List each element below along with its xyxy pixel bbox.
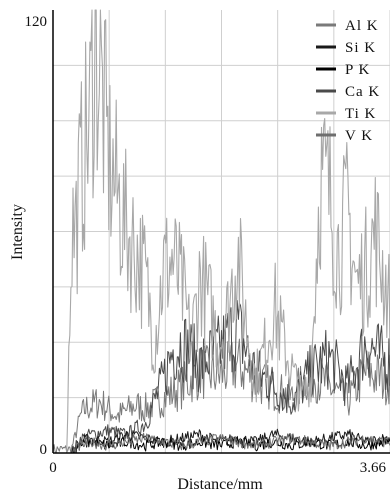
y-axis-title: Intensity [9,204,26,260]
legend-label: V K [345,128,373,144]
legend-label: Ca K [345,84,380,100]
tick-labels: 0 120 0 3.66 Distance/mm Intensity [9,14,387,493]
legend-label: P K [345,62,370,78]
series-lines [52,9,390,454]
legend-label: Al K [345,18,379,34]
series-line-ca-k [53,300,390,454]
legend: Al K Si K P K Ca K Ti K V K [316,18,380,144]
x-tick-label: 0 [49,460,57,476]
series-line-v-k [53,432,390,454]
legend-label: Si K [345,40,376,56]
legend-label: Ti K [345,106,376,122]
x-tick-label: 3.66 [360,460,387,476]
y-tick-label: 0 [40,442,48,458]
series-line-ti-k [53,9,390,454]
y-tick-label: 120 [25,14,48,30]
x-axis-title: Distance/mm [177,476,263,493]
axes [52,10,390,454]
